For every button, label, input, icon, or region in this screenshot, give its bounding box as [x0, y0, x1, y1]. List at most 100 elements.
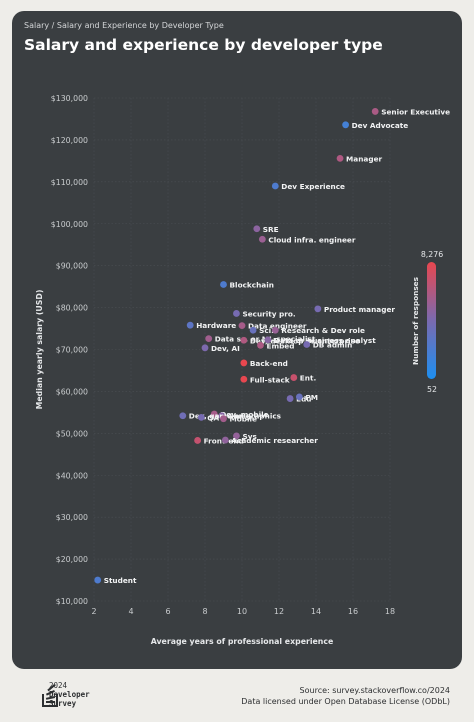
data-point	[197, 414, 205, 421]
data-point	[295, 393, 303, 401]
data-point	[238, 322, 246, 330]
data-point-label: PM	[305, 393, 318, 402]
data-point-label: Dev Experience	[281, 182, 345, 191]
colorbar-min-label: 52	[427, 385, 437, 394]
data-point	[194, 437, 202, 444]
data-point-label: Manager	[346, 154, 382, 163]
license-note: Data licensed under Open Database Licens…	[241, 697, 450, 706]
x-tick-label: 14	[311, 607, 321, 616]
data-point-label: Security pro.	[242, 309, 295, 318]
colorbar	[427, 262, 436, 379]
data-point	[205, 335, 213, 343]
chart-panel: Salary / Salary and Experience by Develo…	[12, 11, 462, 669]
y-tick-label: $100,000	[51, 220, 88, 229]
data-point-label: DB admin	[313, 340, 353, 349]
logo-survey: Survey	[49, 699, 77, 708]
data-point	[314, 305, 322, 313]
data-point	[271, 182, 279, 190]
data-point	[210, 410, 218, 418]
data-point-label: Data engineer	[248, 322, 307, 331]
y-tick-label: $110,000	[51, 178, 88, 187]
data-point-label: Hardware	[196, 321, 236, 330]
x-tick-label: 12	[274, 607, 284, 616]
data-point-label: Edu	[296, 395, 311, 404]
y-tick-label: $120,000	[51, 136, 88, 145]
data-point-label: Senior Executive	[381, 107, 450, 116]
x-tick-label: 10	[237, 607, 247, 616]
stack-overflow-logo-icon	[42, 684, 58, 707]
data-point-label: Product manager	[324, 305, 396, 314]
x-tick-label: 8	[202, 607, 207, 616]
data-point-label: SRE	[263, 225, 279, 234]
data-point	[179, 412, 187, 420]
data-point	[94, 576, 102, 584]
data-point-label: Research & Dev role	[281, 326, 365, 335]
y-tick-label: $10,000	[56, 597, 88, 606]
data-point-label: Dev, mobile	[220, 410, 268, 419]
data-point	[220, 415, 227, 423]
data-point-label: Academic researcher	[231, 436, 318, 445]
data-point-label: Back-end	[250, 359, 288, 368]
data-point	[258, 235, 266, 243]
breadcrumb: Salary / Salary and Experience by Develo…	[24, 21, 224, 30]
data-point-label: Cloud infra. engineer	[268, 235, 355, 244]
data-point-label: Mobile	[230, 415, 257, 424]
data-point-label: Sys	[242, 432, 256, 441]
data-point	[303, 341, 311, 348]
data-point-label: Blockchain	[230, 281, 274, 290]
x-tick-label: 4	[128, 607, 133, 616]
data-point	[233, 432, 240, 440]
y-axis-label: Median yearly salary (USD)	[35, 290, 44, 410]
x-tick-label: 18	[385, 607, 395, 616]
data-point	[221, 436, 229, 444]
y-tick-label: $40,000	[56, 471, 88, 480]
data-point-label: Dev, desktop or enterprise	[250, 336, 360, 345]
colorbar-title: Number of responses	[411, 277, 420, 365]
y-tick-label: $60,000	[56, 387, 88, 396]
data-point	[201, 344, 209, 352]
data-point	[220, 281, 227, 288]
y-tick-label: $70,000	[56, 346, 88, 355]
data-point-label: Data or business analyst	[274, 336, 376, 345]
data-point-label: Embed	[267, 341, 295, 350]
scatter-chart: $10,000 $20,000 $30,000 $40,000 $50,000 $60,0…	[35, 94, 450, 646]
data-point	[336, 154, 344, 162]
data-point	[186, 321, 194, 329]
data-point	[233, 310, 240, 317]
y-tick-label: $50,000	[56, 429, 88, 438]
data-point-label: Ent.	[300, 374, 317, 383]
y-tick-label: $80,000	[56, 304, 88, 313]
page-title: Salary and experience by developer type	[24, 36, 383, 54]
y-tick-label: $130,000	[51, 94, 88, 103]
data-point	[264, 336, 272, 344]
y-tick-label: $30,000	[56, 513, 88, 522]
data-point	[240, 375, 248, 383]
x-tick-label: 2	[91, 607, 96, 616]
data-point	[290, 374, 298, 381]
data-point-label: Full-stack	[250, 375, 290, 384]
data-point	[342, 121, 349, 129]
x-tick-label: 6	[165, 607, 170, 616]
x-axis-label: Average years of professional experience	[151, 637, 334, 646]
y-tick-label: $20,000	[56, 555, 88, 564]
logo-developer: Developer	[49, 690, 90, 699]
data-point-label: Dev, AI	[211, 344, 240, 353]
data-point-label: QA	[207, 413, 219, 422]
colorbar-max-label: 8,276	[421, 250, 443, 259]
data-point	[271, 326, 279, 334]
data-point	[257, 341, 264, 349]
data-point	[253, 225, 261, 233]
logo-year: 2024	[49, 681, 68, 690]
data-point	[249, 326, 257, 334]
data-point	[286, 395, 294, 402]
data-point-label: Student	[104, 576, 137, 585]
source-note: Source: survey.stackoverflow.co/2024	[299, 686, 450, 695]
data-point-label: Game	[228, 412, 252, 421]
data-point-label: Dev, game or graphics	[189, 412, 281, 421]
data-point-label: Sci.	[259, 326, 274, 335]
y-tick-label: $90,000	[56, 262, 88, 271]
data-point	[240, 359, 248, 367]
x-tick-label: 16	[348, 607, 358, 616]
data-point	[240, 336, 248, 344]
data-point-label: Dev Advocate	[352, 121, 409, 130]
